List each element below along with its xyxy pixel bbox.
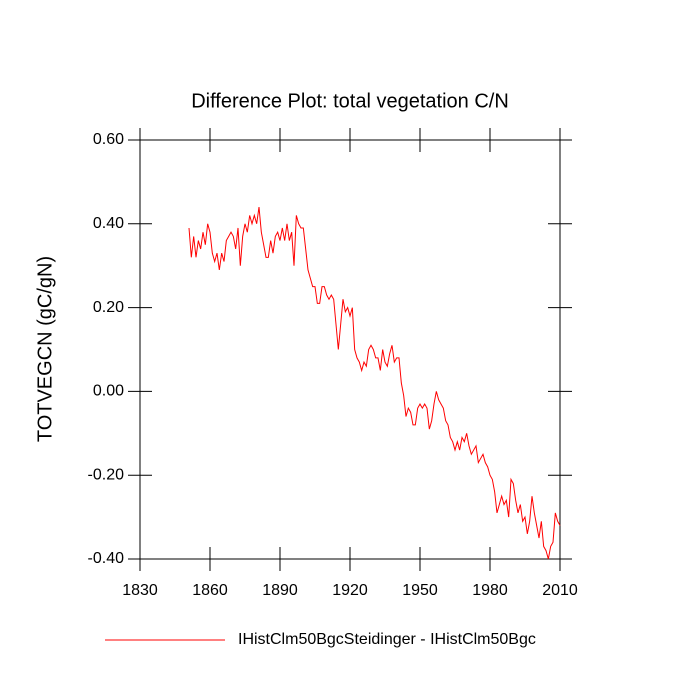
chart-title: Difference Plot: total vegetation C/N — [191, 90, 509, 112]
data-line — [188, 206, 561, 560]
x-tick-label: 1920 — [332, 582, 368, 599]
y-tick-label: -0.40 — [88, 550, 125, 567]
y-tick-label: -0.20 — [88, 466, 125, 483]
y-tick-label: 0.00 — [93, 383, 124, 400]
y-tick-label: 0.20 — [93, 299, 124, 316]
y-tick-label: 0.40 — [93, 215, 124, 232]
x-tick-label: 1830 — [122, 582, 158, 599]
y-tick-label: 0.60 — [93, 131, 124, 148]
x-tick-label: 1950 — [402, 582, 438, 599]
x-tick-label: 1890 — [262, 582, 298, 599]
x-tick-label: 2010 — [542, 582, 578, 599]
y-axis-label: TOTVEGCN (gC/gN) — [34, 256, 56, 442]
x-tick-label: 1980 — [472, 582, 508, 599]
x-tick-label: 1860 — [192, 582, 228, 599]
legend-label: IHistClm50BgcSteidinger - IHistClm50Bgc — [238, 631, 536, 648]
